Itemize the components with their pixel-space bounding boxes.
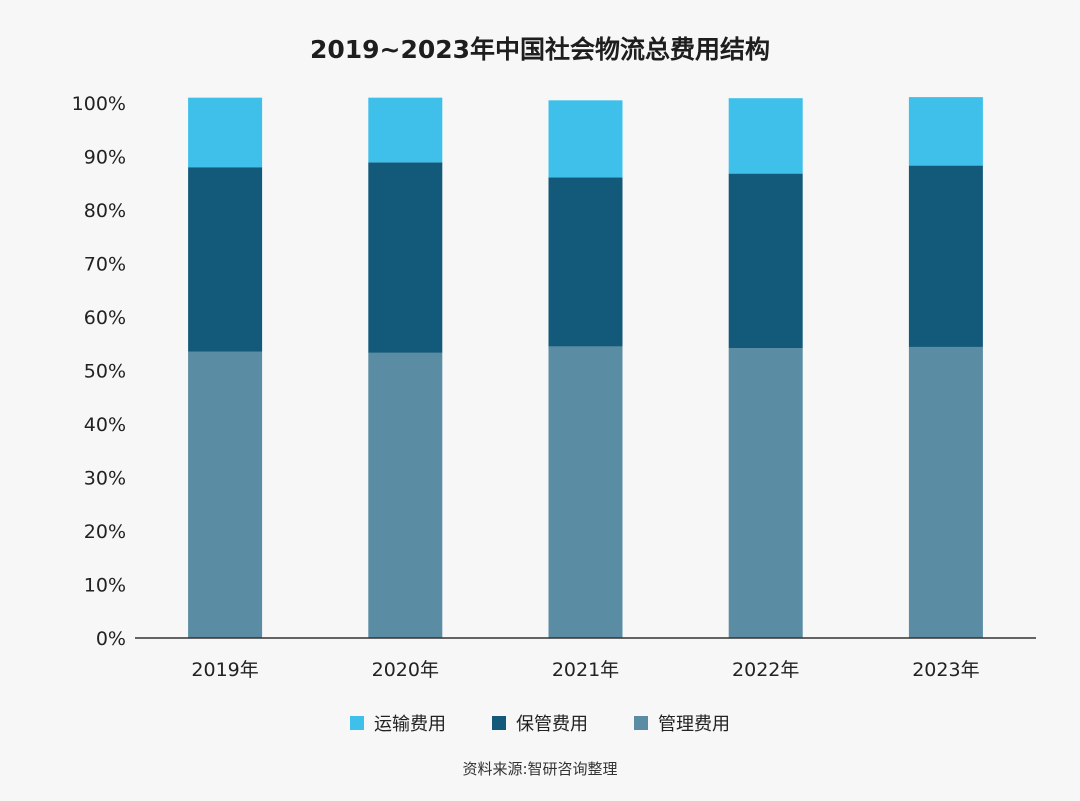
bar-segment-2-4 [908,97,983,166]
bar-segment-0-3 [728,348,803,638]
legend-swatch-transport [350,716,364,730]
y-axis: 0% 10% 20% 30% 40% 50% 60% 70% 80% 90% 100% [72,93,126,650]
source-note: 资料来源:智研咨询整理 [462,760,618,778]
bar-segment-2-2 [548,100,623,178]
legend-item-management: 管理费用 [634,710,730,736]
y-tick-label: 30% [84,468,126,490]
y-tick-label: 100% [72,93,126,115]
legend-item-storage: 保管费用 [492,710,588,736]
y-tick-label: 60% [84,307,126,329]
y-tick-label: 0% [96,628,126,650]
y-tick-label: 50% [84,361,126,383]
bar-segment-1-3 [728,173,803,349]
x-tick-label: 2020年 [372,659,439,681]
bar-segment-0-2 [548,346,623,638]
bar-segment-1-1 [368,162,443,353]
x-tick-label: 2023年 [912,659,979,681]
x-axis: 2019年 2020年 2021年 2022年 2023年 [191,659,979,681]
bar-segment-0-1 [368,352,443,638]
bar-segment-0-0 [188,351,263,638]
y-tick-label: 40% [84,414,126,436]
chart-title: 2019~2023年中国社会物流总费用结构 [309,35,771,64]
x-tick-label: 2022年 [732,659,799,681]
y-tick-label: 10% [84,575,126,597]
legend: 运输费用 保管费用 管理费用 [0,710,1080,736]
legend-label-storage: 保管费用 [516,714,588,735]
bar-segment-2-0 [188,97,263,168]
bars-group [188,97,983,638]
x-tick-label: 2019年 [191,659,258,681]
y-tick-label: 20% [84,521,126,543]
bar-segment-0-4 [908,346,983,638]
bar-segment-1-0 [188,167,263,352]
bar-segment-1-4 [908,165,983,347]
x-tick-label: 2021年 [552,659,619,681]
legend-item-transport: 运输费用 [350,710,446,736]
legend-swatch-management [634,716,648,730]
y-tick-label: 90% [84,147,126,169]
legend-label-transport: 运输费用 [374,714,446,735]
bar-segment-2-1 [368,97,443,163]
bar-segment-1-2 [548,177,623,347]
y-tick-label: 80% [84,200,126,222]
legend-label-management: 管理费用 [658,714,730,735]
legend-swatch-storage [492,716,506,730]
bar-segment-2-3 [728,98,803,174]
y-tick-label: 70% [84,254,126,276]
